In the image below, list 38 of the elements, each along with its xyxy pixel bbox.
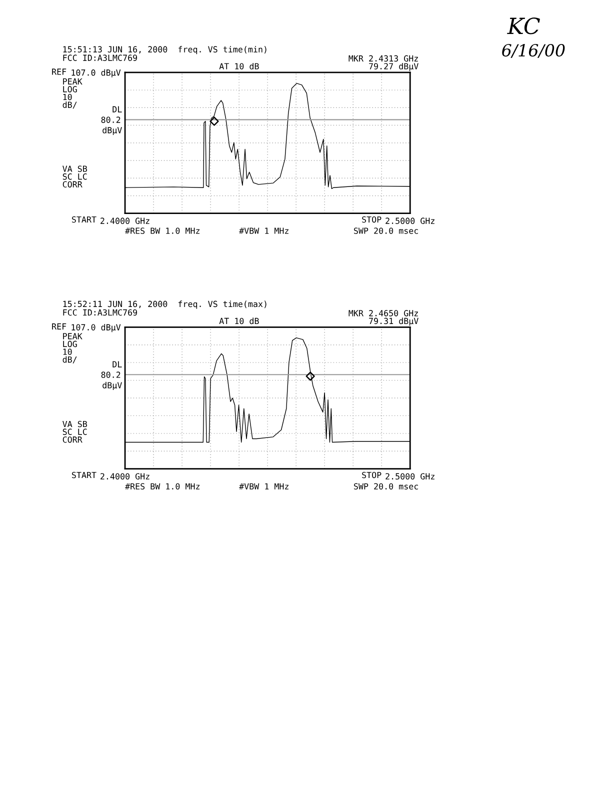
- text: #RES BW 1.0 MHz: [125, 483, 200, 490]
- text: AT 10 dB: [219, 318, 259, 324]
- text: #VBW 1 MHz: [239, 228, 288, 234]
- chart-subtitle: FCC ID:A3LMC769: [63, 309, 137, 316]
- text: START: [72, 216, 96, 223]
- y-tick-label: 80.2: [101, 116, 120, 123]
- text: dBμV: [102, 382, 122, 390]
- text: AT 10 dB: [219, 62, 259, 70]
- text: STOP: [362, 472, 382, 478]
- y-tick-label: 80.2: [101, 372, 120, 378]
- x-tick-label: 2.4000 GHz: [100, 218, 150, 224]
- text: STOP: [362, 216, 382, 223]
- text: dBμV: [102, 126, 122, 135]
- text: START: [72, 472, 96, 478]
- text: PEAK LOG 10 dB/: [62, 333, 82, 364]
- text: VA SB SC LC CORR: [62, 166, 88, 188]
- chart-title: 15:52:11 JUN 16, 2000 freq. VS time(max): [63, 300, 266, 309]
- text: #VBW 1 MHz: [239, 483, 288, 490]
- ref-line-label: DL: [112, 361, 122, 368]
- text: SWP 20.0 msec: [354, 483, 418, 490]
- text: MKR 2.4313 GHz 79.27 dBμV: [348, 55, 418, 72]
- y-tick-label: 107.0 dBμV: [72, 69, 121, 78]
- text: MKR 2.4650 GHz 79.31 dBμV: [348, 310, 418, 326]
- text: VA SB SC LC CORR: [62, 420, 88, 443]
- text: SWP 20.0 msec: [354, 228, 418, 234]
- text: PEAK LOG 10 dB/: [62, 78, 82, 109]
- ref-line-label: DL: [112, 106, 122, 112]
- x-tick-label: 2.5000 GHz: [386, 473, 434, 480]
- text: REF: [52, 68, 66, 75]
- x-tick-label: 2.5000 GHz: [386, 218, 434, 224]
- y-tick-label: 107.0 dBμV: [72, 324, 121, 332]
- x-tick-label: 2.4000 GHz: [100, 473, 150, 480]
- text: 6/16/00: [502, 44, 565, 58]
- text: KC: [507, 18, 540, 34]
- chart-subtitle: FCC ID:A3LMC769: [63, 54, 137, 61]
- chart-title: 15:51:13 JUN 16, 2000 freq. VS time(min): [63, 46, 266, 54]
- text: #RES BW 1.0 MHz: [125, 228, 200, 234]
- text: REF: [52, 323, 66, 330]
